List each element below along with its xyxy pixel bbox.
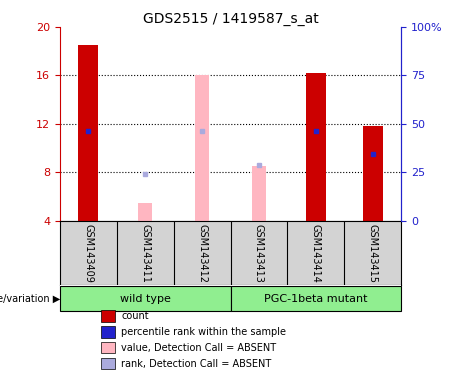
Title: GDS2515 / 1419587_s_at: GDS2515 / 1419587_s_at	[142, 12, 319, 26]
Text: rank, Detection Call = ABSENT: rank, Detection Call = ABSENT	[121, 359, 272, 369]
FancyBboxPatch shape	[60, 286, 230, 311]
FancyBboxPatch shape	[230, 286, 401, 311]
Text: wild type: wild type	[120, 294, 171, 304]
Bar	[101, 310, 114, 322]
Bar	[306, 73, 326, 221]
Text: percentile rank within the sample: percentile rank within the sample	[121, 327, 286, 337]
Text: GSM143411: GSM143411	[140, 224, 150, 283]
Bar	[78, 45, 98, 221]
Bar	[252, 166, 266, 221]
Bar	[195, 75, 209, 221]
Bar	[101, 326, 114, 338]
Text: PGC-1beta mutant: PGC-1beta mutant	[264, 294, 367, 304]
Bar	[101, 358, 114, 369]
Bar	[101, 342, 114, 353]
Bar	[363, 126, 383, 221]
Text: GSM143412: GSM143412	[197, 224, 207, 283]
Text: genotype/variation ▶: genotype/variation ▶	[0, 294, 60, 304]
Text: value, Detection Call = ABSENT: value, Detection Call = ABSENT	[121, 343, 277, 353]
Text: GSM143413: GSM143413	[254, 224, 264, 283]
Text: GSM143409: GSM143409	[83, 224, 94, 283]
Text: count: count	[121, 311, 149, 321]
Text: GSM143415: GSM143415	[367, 224, 378, 283]
Text: GSM143414: GSM143414	[311, 224, 321, 283]
Bar	[138, 203, 152, 221]
